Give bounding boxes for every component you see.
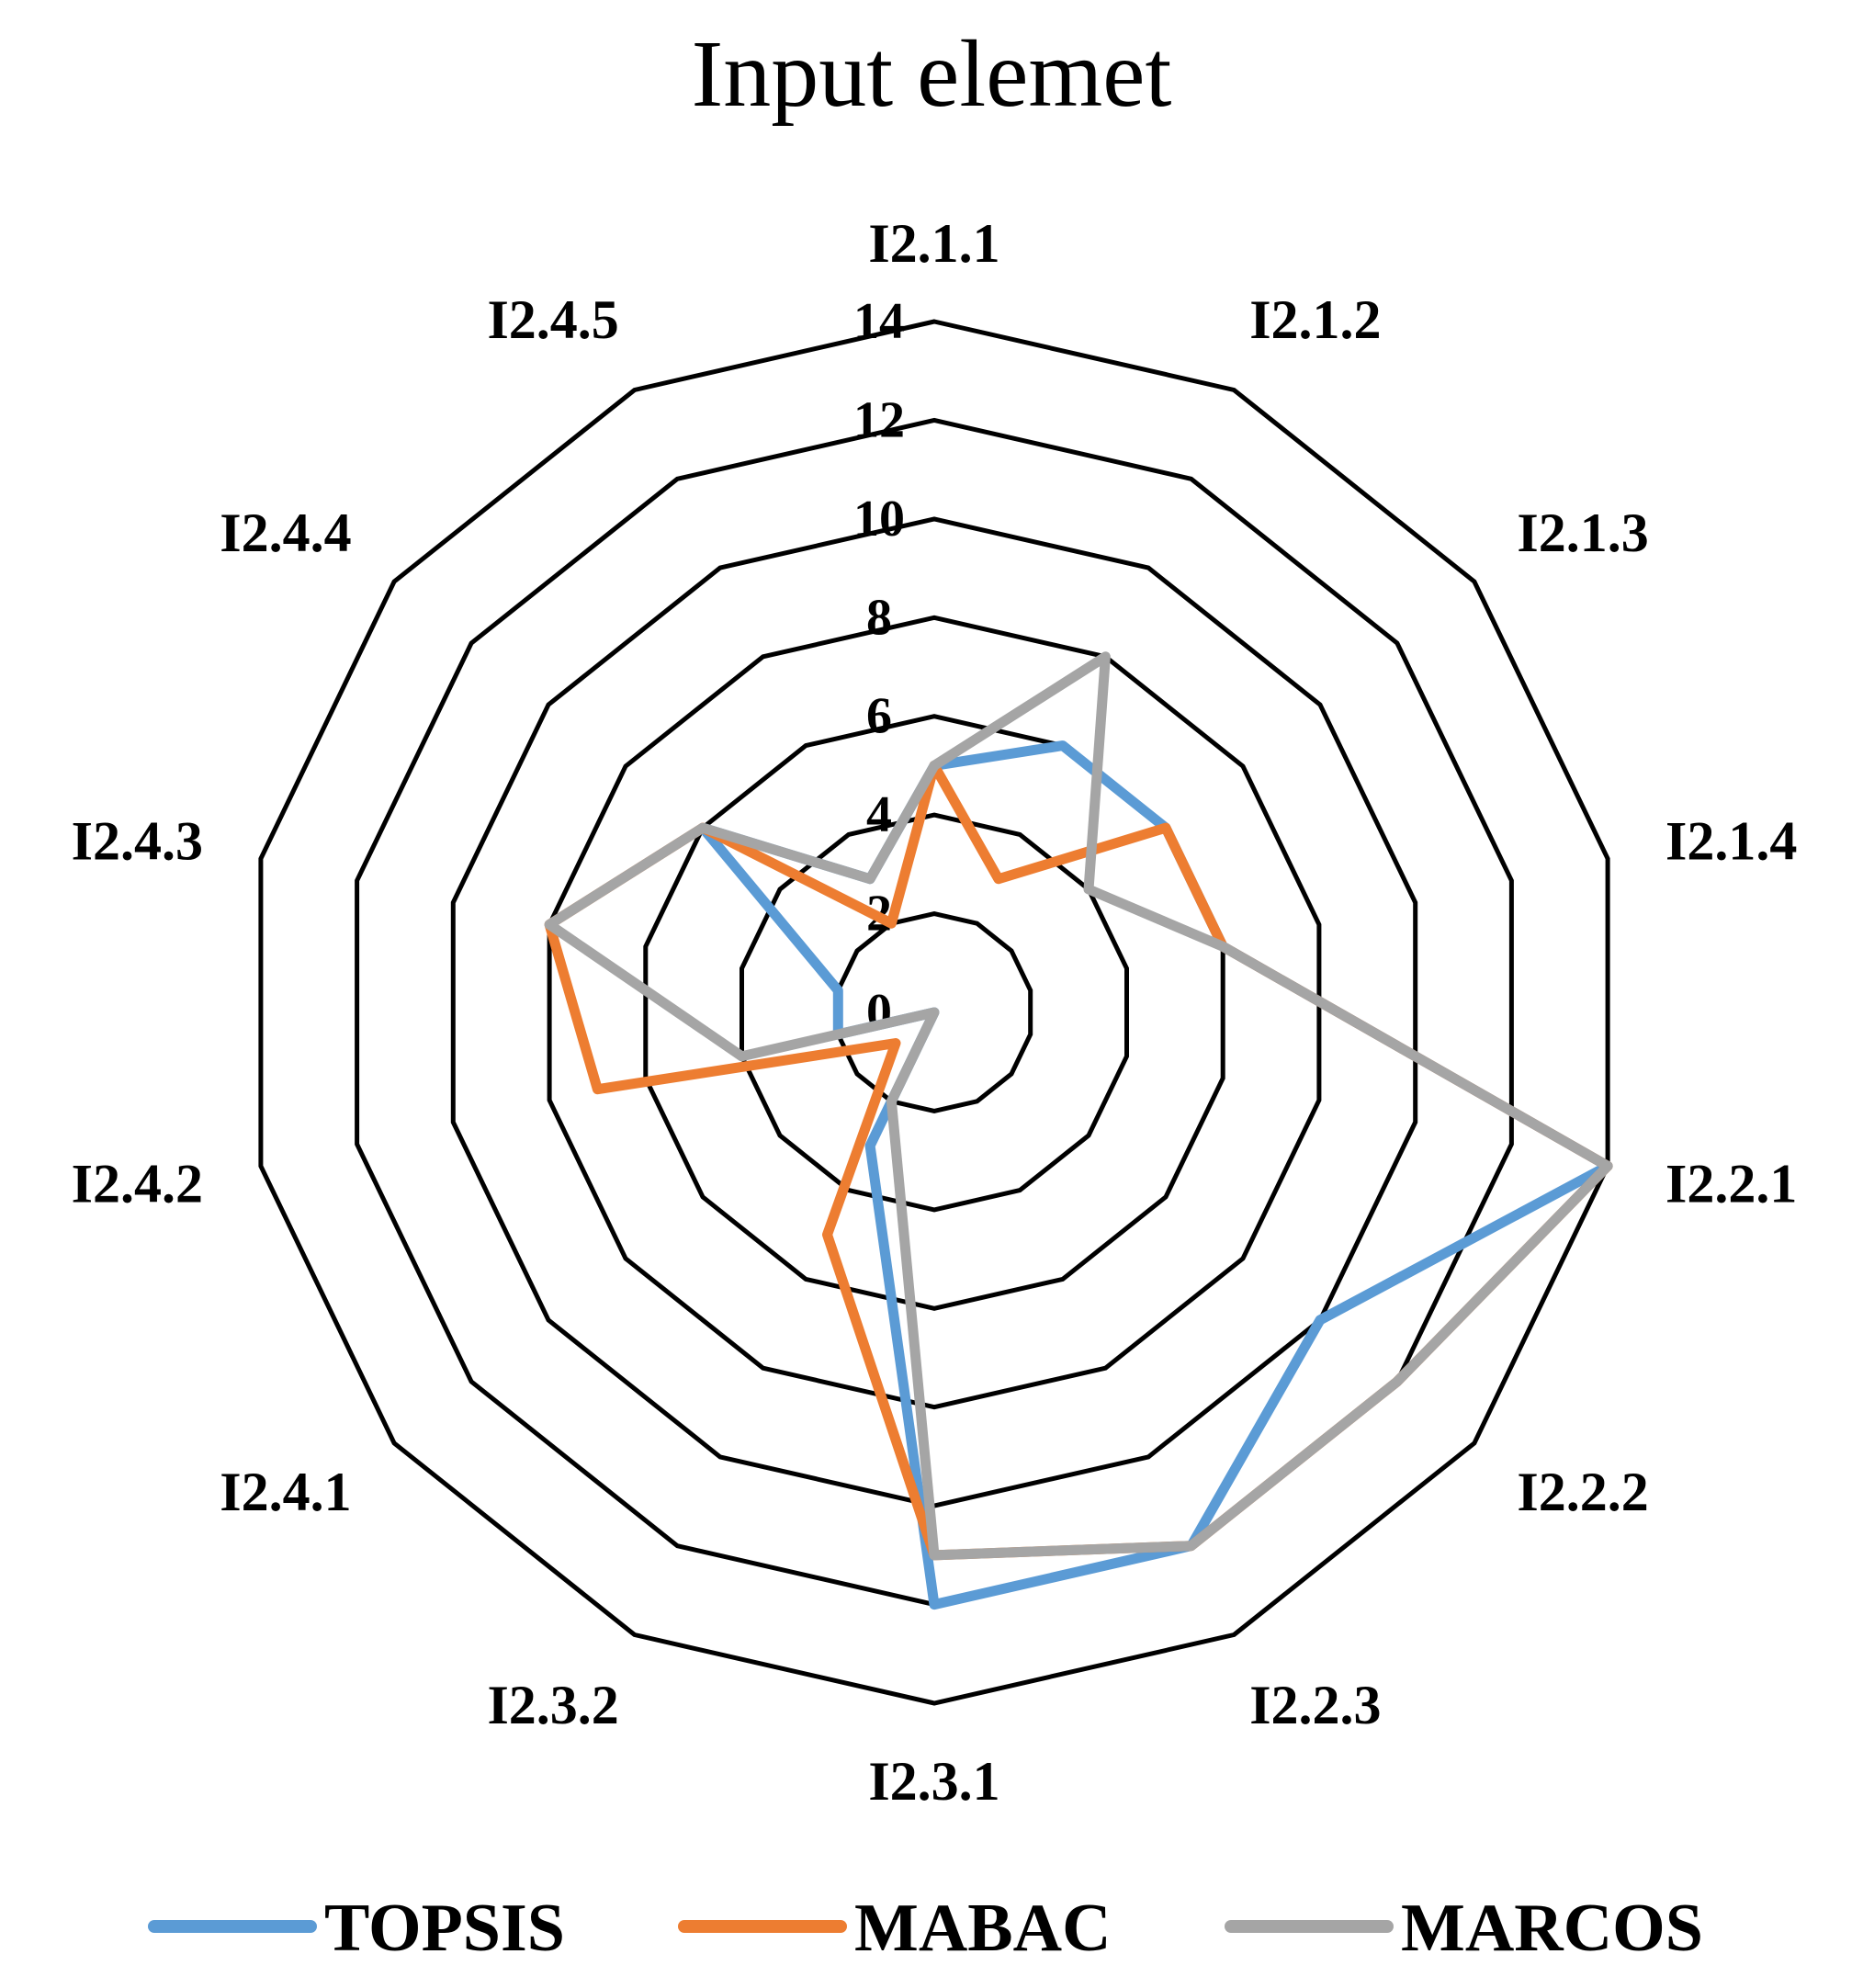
- grid-ring-4: [740, 812, 1129, 1213]
- tick-label: 4: [866, 786, 892, 843]
- tick-label: 12: [853, 391, 905, 448]
- legend-label-mabac: MABAC: [854, 1891, 1112, 1966]
- category-label: I2.1.4: [1665, 811, 1797, 872]
- category-label: I2.4.2: [72, 1153, 203, 1214]
- category-label: I2.3.1: [868, 1751, 999, 1812]
- legend-label-marcos: MARCOS: [1401, 1891, 1703, 1966]
- category-label: I2.4.4: [220, 503, 351, 563]
- category-label: I2.1.2: [1249, 289, 1381, 350]
- category-label: I2.1.3: [1517, 503, 1648, 563]
- category-label: I2.3.2: [487, 1675, 618, 1735]
- category-label: I2.4.3: [72, 811, 203, 872]
- category-label: I2.1.1: [868, 213, 999, 274]
- grid-ring-8: [547, 615, 1322, 1410]
- category-label: I2.2.2: [1517, 1462, 1648, 1522]
- series-lines: [544, 651, 1613, 1610]
- tick-label: 6: [866, 688, 892, 745]
- tick-label: 10: [853, 491, 905, 548]
- category-label: I2.4.5: [487, 289, 618, 350]
- category-label: I2.2.3: [1249, 1675, 1381, 1735]
- tick-label: 0: [866, 984, 892, 1041]
- category-label: I2.2.1: [1665, 1153, 1797, 1214]
- category-labels: I2.1.1 I2.1.2 I2.1.3 I2.1.4 I2.2.1 I2.2.2 I2.2…: [72, 213, 1798, 1812]
- series-line-marcos: [544, 651, 1613, 1561]
- chart-title: Input elemet: [692, 21, 1172, 127]
- grid-ring-2: [835, 911, 1033, 1113]
- legend-label-topsis: TOPSIS: [324, 1891, 565, 1966]
- legend: TOPSIS MABAC MARCOS: [148, 1891, 1703, 1966]
- tick-label: 8: [866, 589, 892, 646]
- tick-label: 14: [853, 293, 905, 350]
- grid-ring-14: [258, 319, 1610, 1706]
- category-label: I2.4.1: [220, 1462, 351, 1522]
